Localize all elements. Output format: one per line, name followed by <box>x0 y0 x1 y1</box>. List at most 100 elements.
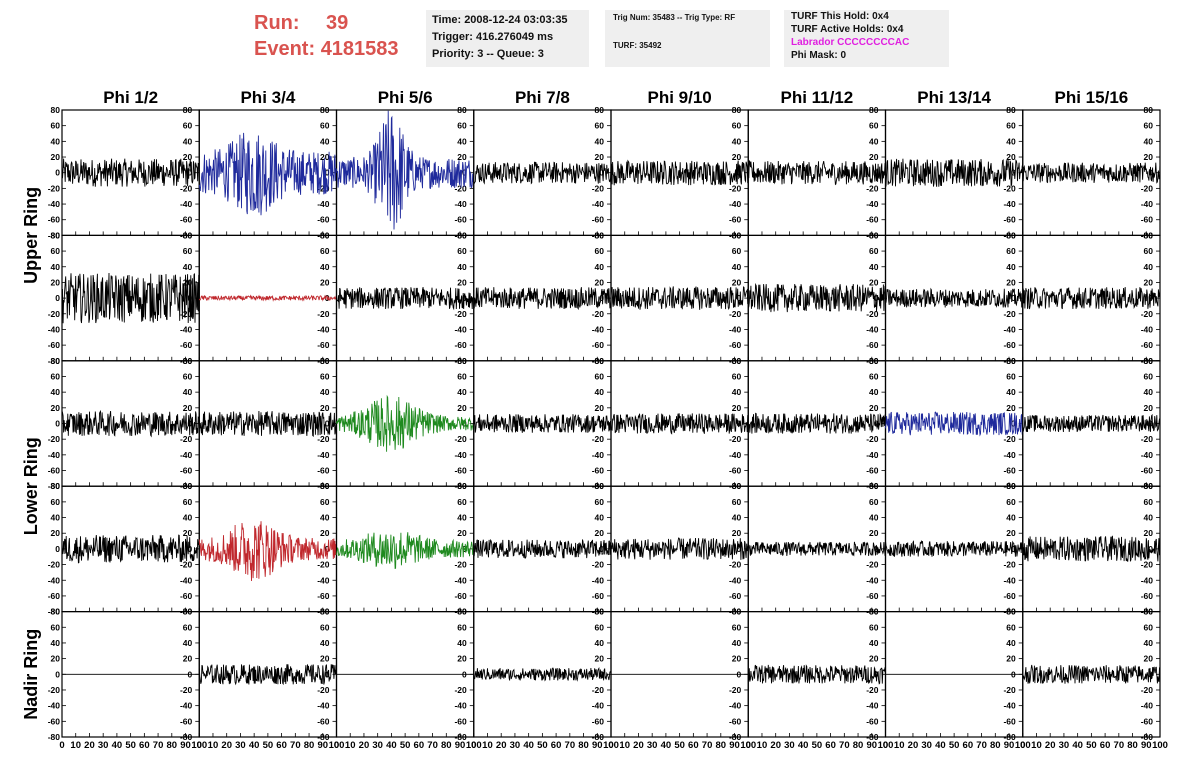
trigger-text: Trigger: 416.276049 ms <box>432 31 554 43</box>
y-tick-label: 20 <box>732 528 742 538</box>
y-tick-label: 80 <box>1144 607 1154 617</box>
y-tick-label: 60 <box>869 497 879 507</box>
y-tick-label: -40 <box>180 199 193 209</box>
y-tick-label: -60 <box>317 716 330 726</box>
y-tick-label: 40 <box>320 136 330 146</box>
y-tick-label: -60 <box>1003 215 1016 225</box>
x-tick-label: 30 <box>784 740 795 751</box>
y-tick-label: 60 <box>869 622 879 632</box>
x-tick-label: 100 <box>329 740 345 751</box>
y-tick-label: 60 <box>595 622 605 632</box>
y-tick-label: -20 <box>317 560 330 570</box>
y-tick-label: -20 <box>180 434 193 444</box>
y-tick-label: -20 <box>1003 183 1016 193</box>
y-tick-label: -60 <box>454 591 467 601</box>
x-tick-label: 20 <box>1045 740 1056 751</box>
waveform-trace <box>1022 162 1161 184</box>
x-tick-label: 10 <box>757 740 768 751</box>
y-tick-label: -40 <box>729 199 742 209</box>
y-tick-label: 80 <box>595 607 605 617</box>
y-tick-label: 60 <box>457 497 467 507</box>
y-tick-label: 80 <box>1006 105 1016 115</box>
x-tick-label: 0 <box>746 740 751 751</box>
y-tick-label: 60 <box>595 371 605 381</box>
y-tick-label: -40 <box>592 701 605 711</box>
row-label: Lower Ring <box>21 437 41 535</box>
y-tick-label: 80 <box>183 607 193 617</box>
y-tick-label: -80 <box>48 481 61 491</box>
waveform-trace <box>473 667 612 682</box>
y-tick-label: -20 <box>317 309 330 319</box>
x-tick-label: 100 <box>1152 740 1168 751</box>
y-tick-label: 80 <box>457 481 467 491</box>
y-tick-label: 20 <box>595 403 605 413</box>
y-tick-label: -20 <box>592 309 605 319</box>
y-tick-label: 20 <box>457 152 467 162</box>
x-tick-label: 0 <box>471 740 476 751</box>
x-tick-label: 10 <box>1031 740 1042 751</box>
y-tick-label: -40 <box>48 199 61 209</box>
x-tick-label: 70 <box>1114 740 1125 751</box>
y-tick-label: 80 <box>51 230 61 240</box>
x-tick-label: 20 <box>359 740 370 751</box>
y-tick-label: 80 <box>732 356 742 366</box>
y-tick-label: 40 <box>457 262 467 272</box>
y-tick-label: -40 <box>317 575 330 585</box>
y-tick-label: 60 <box>869 246 879 256</box>
x-tick-label: 30 <box>98 740 109 751</box>
y-tick-label: -20 <box>729 309 742 319</box>
y-tick-label: 40 <box>732 638 742 648</box>
y-tick-label: 80 <box>51 356 61 366</box>
x-tick-label: 30 <box>647 740 658 751</box>
y-tick-label: -40 <box>592 199 605 209</box>
y-tick-label: 40 <box>183 262 193 272</box>
y-tick-label: 60 <box>595 121 605 131</box>
y-tick-label: -80 <box>454 732 467 742</box>
x-tick-label: 80 <box>441 740 452 751</box>
y-tick-label: 80 <box>595 481 605 491</box>
y-tick-label: 80 <box>320 230 330 240</box>
y-tick-label: -60 <box>866 340 879 350</box>
y-tick-label: -20 <box>592 434 605 444</box>
y-tick-label: 60 <box>1144 497 1154 507</box>
x-tick-label: 70 <box>565 740 576 751</box>
waveform-trace <box>747 541 886 557</box>
y-tick-label: 80 <box>457 356 467 366</box>
y-tick-label: 40 <box>51 638 61 648</box>
y-tick-label: 0 <box>737 544 742 554</box>
y-tick-label: -60 <box>866 466 879 476</box>
y-tick-label: -80 <box>180 732 193 742</box>
y-tick-label: 80 <box>183 230 193 240</box>
y-tick-label: 60 <box>320 371 330 381</box>
y-tick-label: 80 <box>320 105 330 115</box>
y-tick-label: 80 <box>1144 481 1154 491</box>
y-tick-label: -20 <box>729 685 742 695</box>
y-tick-label: 40 <box>869 638 879 648</box>
y-tick-label: -20 <box>48 309 61 319</box>
y-tick-label: 40 <box>869 136 879 146</box>
x-tick-label: 100 <box>191 740 207 751</box>
y-tick-label: -60 <box>454 466 467 476</box>
x-tick-label: 10 <box>894 740 905 751</box>
y-tick-label: 60 <box>320 622 330 632</box>
y-tick-label: -40 <box>317 701 330 711</box>
y-tick-label: 40 <box>1144 136 1154 146</box>
x-tick-label: 60 <box>825 740 836 751</box>
y-tick-label: 0 <box>55 544 60 554</box>
y-tick-label: -40 <box>592 575 605 585</box>
y-tick-label: -40 <box>317 199 330 209</box>
y-tick-label: -20 <box>48 685 61 695</box>
x-tick-label: 20 <box>770 740 781 751</box>
y-tick-label: -60 <box>729 716 742 726</box>
waveform-trace <box>61 409 200 438</box>
y-tick-label: 20 <box>869 277 879 287</box>
y-tick-label: -20 <box>454 309 467 319</box>
x-tick-label: 10 <box>619 740 630 751</box>
waveform-trace <box>198 294 337 302</box>
x-tick-label: 0 <box>1020 740 1025 751</box>
y-tick-label: 80 <box>51 607 61 617</box>
y-tick-label: -80 <box>48 230 61 240</box>
y-tick-label: 60 <box>183 371 193 381</box>
y-tick-label: 40 <box>732 387 742 397</box>
y-tick-label: 40 <box>595 513 605 523</box>
